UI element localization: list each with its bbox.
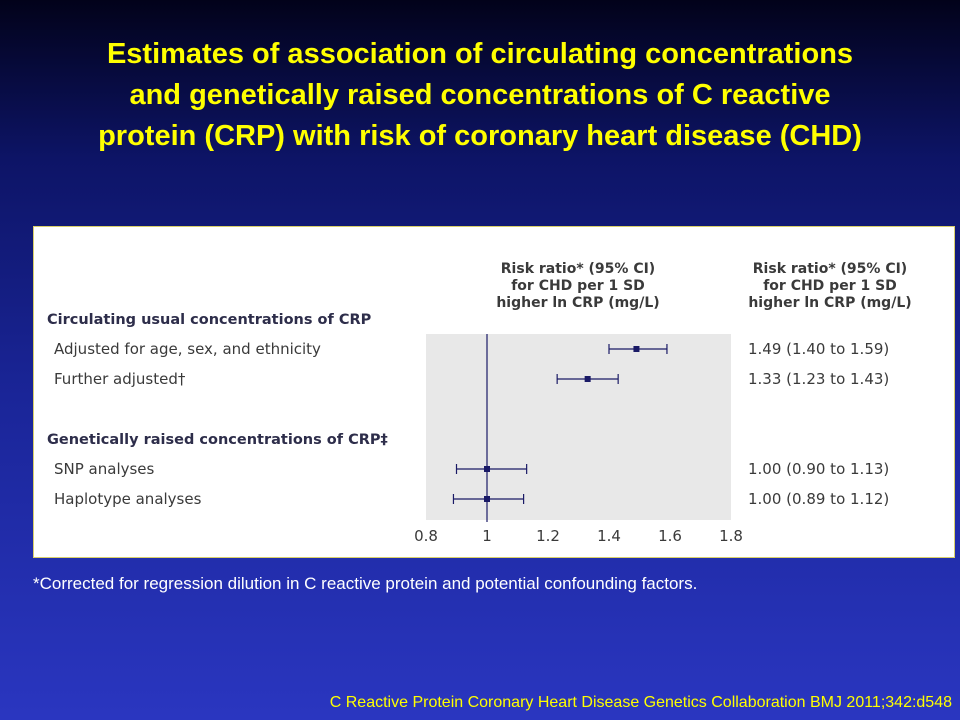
slide-title: Estimates of association of circulating … (0, 34, 960, 157)
plot-header-line: Risk ratio* (95% CI) (501, 261, 655, 277)
point-estimate (633, 346, 640, 352)
row-value-text: 1.49 (1.40 to 1.59) (748, 340, 889, 358)
x-tick-label: 1.6 (658, 527, 682, 545)
plot-header-line: for CHD per 1 SD (511, 278, 645, 294)
point-estimate (484, 466, 490, 472)
x-tick-label: 1.8 (719, 527, 743, 545)
footnote: *Corrected for regression dilution in C … (33, 574, 698, 593)
forest-plot-panel: Risk ratio* (95% CI) for CHD per 1 SD high… (33, 226, 955, 558)
row-value-text: 1.00 (0.89 to 1.12) (748, 490, 889, 508)
forest-plot: Risk ratio* (95% CI)for CHD per 1 SDhigh… (47, 261, 912, 545)
row-label: Haplotype analyses (54, 490, 202, 508)
x-tick-label: 1 (482, 527, 492, 545)
title-line-2: and genetically raised concentrations of… (129, 79, 831, 111)
title-line-1: Estimates of association of circulating … (106, 38, 854, 70)
value-header-line: Risk ratio* (95% CI) (753, 261, 907, 277)
citation: C Reactive Protein Coronary Heart Diseas… (329, 694, 952, 711)
point-estimate (584, 376, 591, 382)
plot-header-line: higher ln CRP (mg/L) (496, 295, 659, 311)
x-tick-label: 1.4 (597, 527, 621, 545)
x-tick-label: 0.8 (414, 527, 438, 545)
row-value-text: 1.33 (1.23 to 1.43) (748, 370, 889, 388)
row-value-text: 1.00 (0.90 to 1.13) (748, 460, 889, 478)
group-label: Genetically raised concentrations of CRP… (47, 432, 388, 448)
row-label: Adjusted for age, sex, and ethnicity (54, 340, 321, 358)
plot-background (426, 334, 731, 520)
value-header-line: higher ln CRP (mg/L) (748, 295, 911, 311)
x-tick-label: 1.2 (536, 527, 560, 545)
point-estimate (484, 496, 490, 502)
title-line-3: protein (CRP) with risk of coronary hear… (98, 120, 862, 152)
value-header-line: for CHD per 1 SD (763, 278, 897, 294)
row-label: Further adjusted† (54, 370, 186, 388)
group-label: Circulating usual concentrations of CRP (47, 312, 372, 328)
row-label: SNP analyses (54, 460, 155, 478)
